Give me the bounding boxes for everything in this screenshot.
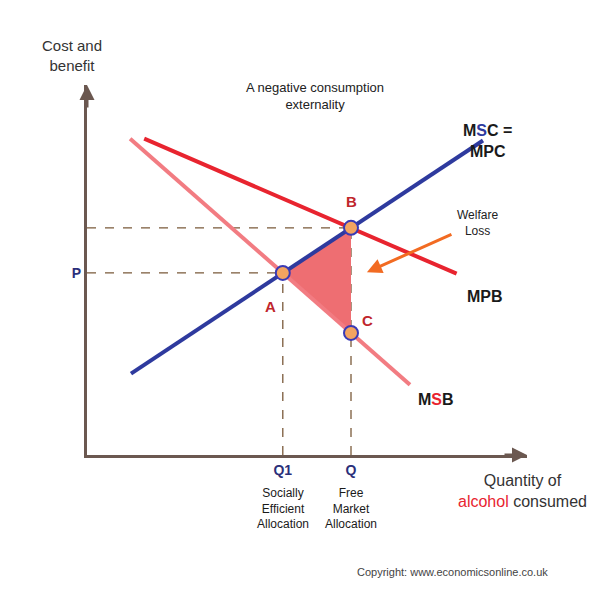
svg-text:MSB: MSB [418, 391, 454, 408]
svg-text:A: A [265, 298, 276, 315]
svg-text:WelfareLoss: WelfareLoss [457, 208, 498, 238]
svg-text:Copyright: www.economicsonline: Copyright: www.economicsonline.co.uk [357, 566, 548, 578]
svg-text:MSC =MPC: MSC =MPC [463, 122, 512, 160]
svg-text:SociallyEfficientAllocation: SociallyEfficientAllocation [257, 486, 309, 531]
svg-text:Cost andbenefit: Cost andbenefit [42, 37, 102, 74]
svg-text:Quantity ofalcohol consumed: Quantity ofalcohol consumed [458, 472, 587, 510]
svg-text:Q: Q [346, 462, 357, 478]
svg-text:FreeMarketAllocation: FreeMarketAllocation [325, 486, 377, 531]
svg-text:P: P [72, 265, 81, 281]
svg-text:MPB: MPB [467, 288, 503, 305]
svg-text:C: C [362, 312, 373, 329]
svg-text:Q1: Q1 [273, 462, 292, 478]
svg-text:A negative consumptionexternal: A negative consumptionexternality [246, 80, 384, 112]
svg-text:B: B [346, 193, 357, 210]
